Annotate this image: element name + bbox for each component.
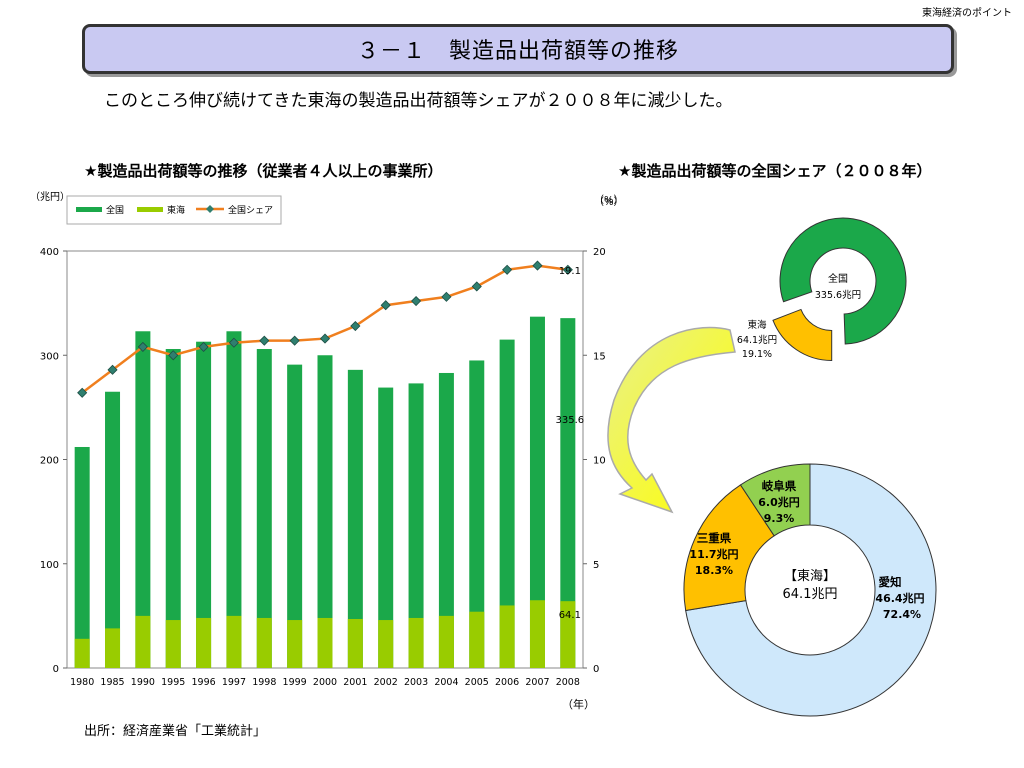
bar-tokai-2003 [408,617,424,668]
y2-tick-label: 0 [593,664,599,675]
bar-national-2004 [438,372,454,668]
bar-national-1996 [196,341,212,668]
bar-tokai-2006 [499,605,515,668]
bar-national-2007 [529,316,545,668]
legend-swatch-national [76,207,102,212]
bar-tokai-2004 [438,615,454,668]
bar-tokai-1996 [196,617,212,668]
bar-tokai-2000 [317,617,333,668]
y-tick-label: 100 [40,560,59,571]
x-tick-label: 2007 [525,677,549,688]
bar-tokai-1997 [226,615,242,668]
share-marker-2002 [380,300,391,311]
bar-national-1985 [105,391,121,668]
share-marker-1999 [289,335,300,346]
share-marker-2006 [502,264,513,275]
legend-label-tokai: 東海 [167,204,185,216]
bar-tokai-2008 [560,601,576,668]
x-tick-label: 1990 [131,677,155,688]
y-tick-label: 300 [40,351,59,362]
bar-national-2008 [560,318,576,668]
bar-national-1980 [74,446,90,668]
y-tick-label: 0 [53,664,59,675]
bar-tokai-2005 [469,611,485,668]
share-marker-1990 [137,341,148,352]
share-marker-1995 [168,350,179,361]
bar-national-2005 [469,360,485,668]
x-tick-label: 2000 [313,677,337,688]
y2-tick-label: 10 [593,456,606,467]
y2-axis-label: （%） [594,196,624,208]
annotation-national-2008: 335.6 [556,415,585,426]
annotation-share-2008: 19.1 [559,266,581,277]
x-tick-label: 1995 [161,677,185,688]
y-tick-label: 400 [40,247,59,258]
bar-tokai-1995 [165,620,181,668]
share-marker-1998 [259,335,270,346]
share-marker-1997 [228,337,240,348]
share-marker-2008 [562,264,573,275]
bar-tokai-1990 [135,615,151,668]
x-tick-label: 1985 [100,677,124,688]
bar-national-2001 [347,369,363,668]
bar-national-1990 [135,331,151,668]
x-tick-label: 2005 [465,677,489,688]
page-subtitle: このところ伸び続けてきた東海の製造品出荷額等シェアが２００８年に減少した。 [104,91,733,111]
legend-label-national: 全国 [106,204,124,216]
x-tick-label: 2001 [343,677,367,688]
bar-national-1995 [165,348,181,668]
bar-tokai-1998 [256,617,272,668]
share-marker-2000 [319,333,331,344]
y-tick-label: 200 [40,456,59,467]
page-title-box: ３－１ 製造品出荷額等の推移 [82,24,954,74]
x-tick-label: 1997 [222,677,246,688]
x-tick-label: 2004 [434,677,458,688]
bar-tokai-1980 [74,638,90,668]
x-axis-label: （年） [562,697,595,711]
share-marker-1980 [77,387,88,398]
share-marker-1996 [198,341,209,352]
bar-tokai-2002 [378,620,394,668]
bar-tokai-1999 [287,620,303,668]
share-marker-2007 [532,260,543,271]
x-tick-label: 2003 [404,677,428,688]
legend-label-share: 全国シェア [228,204,273,216]
bar-chart-title: ★製造品出荷額等の推移（従業者４人以上の事業所） [84,162,443,180]
y2-tick-label: 5 [593,560,599,571]
y2-tick-label: 15 [593,351,606,362]
page-title: ３－１ 製造品出荷額等の推移 [356,39,679,64]
y-axis-label: （兆円） [30,191,70,203]
annotation-tokai-2008: 64.1 [559,610,581,621]
bar-national-1997 [226,331,242,668]
source-note: 出所：経済産業省「工業統計」 [84,724,267,739]
x-tick-label: 1999 [283,677,307,688]
share-chart-title: ★製造品出荷額等の全国シェア（２００８年） [618,162,932,180]
bar-national-2000 [317,355,333,668]
x-tick-label: 2006 [495,677,519,688]
x-tick-label: 2002 [374,677,398,688]
legend-box [66,195,282,225]
legend-swatch-tokai [137,207,163,212]
corner-note: 東海経済のポイント [922,8,1012,19]
x-tick-label: 1980 [70,677,94,688]
x-tick-label: 1998 [252,677,276,688]
share-marker-1985 [107,364,118,375]
legend-marker-share [206,205,214,213]
share-marker-2003 [410,295,422,307]
bar-national-1999 [287,364,303,668]
share-marker-2005 [471,281,482,292]
bar-tokai-1985 [105,628,121,668]
y2-tick-label: 20 [593,247,606,258]
bar-tokai-2001 [347,619,363,668]
x-tick-label: 2008 [556,677,580,688]
bar-national-2006 [499,339,515,668]
bar-tokai-2007 [529,600,545,668]
x-tick-label: 1996 [191,677,215,688]
share-marker-2004 [441,291,452,302]
bar-national-2003 [408,383,424,668]
bar-national-1998 [256,348,272,668]
share-marker-2001 [350,320,361,332]
bar-national-2002 [378,387,394,668]
